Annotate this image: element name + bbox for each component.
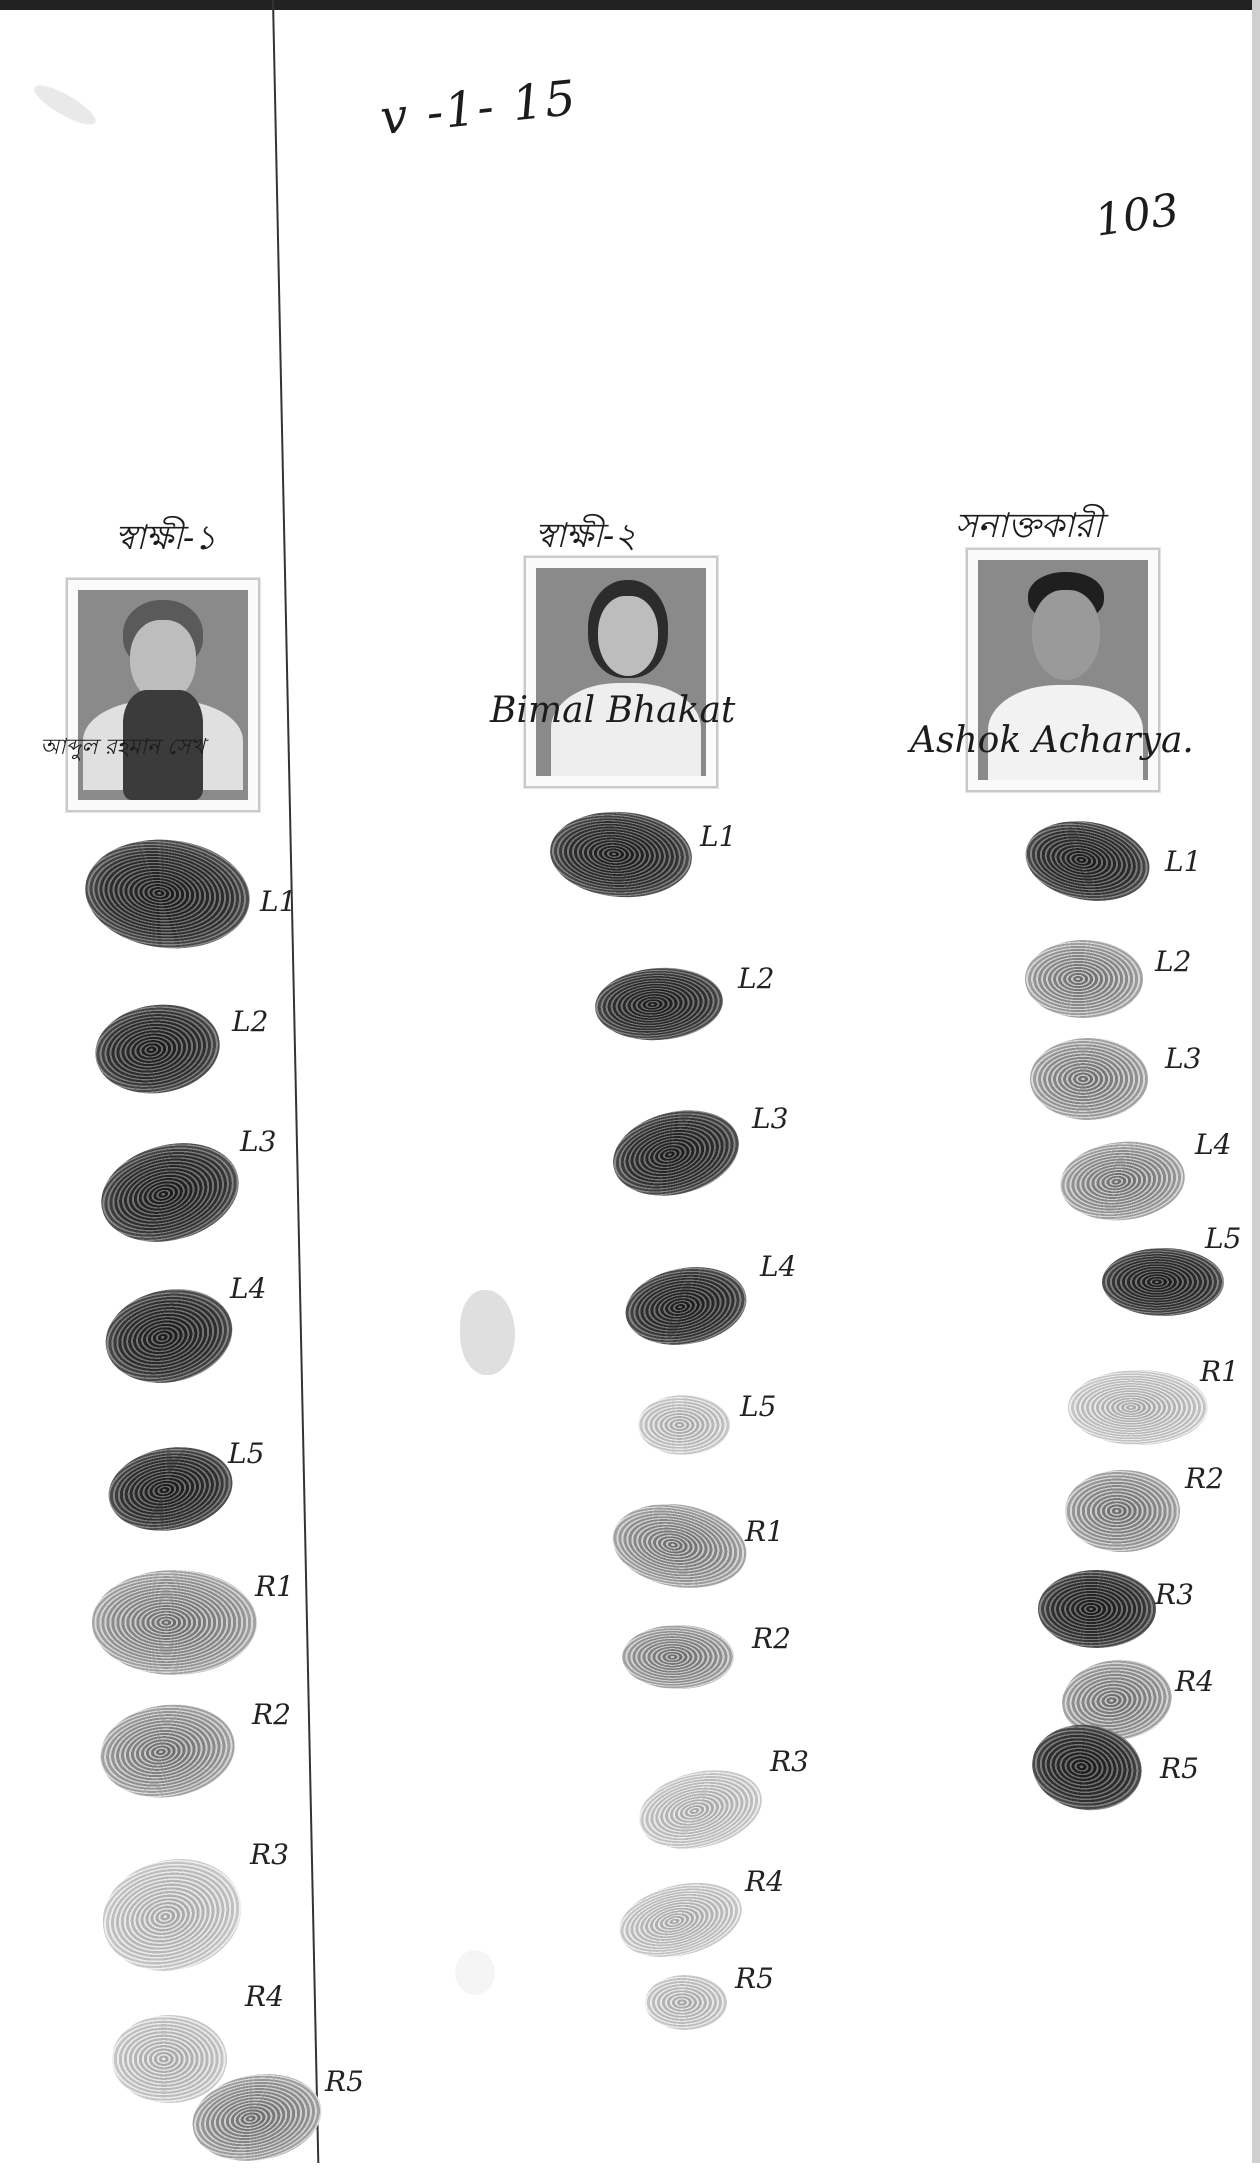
handwritten-date: v -1- 15 <box>377 69 581 147</box>
print-label-p3-L3: L3 <box>1165 1042 1202 1075</box>
fingerprint-p1-L1 <box>79 831 256 957</box>
print-label-p2-R2: R2 <box>752 1622 791 1655</box>
print-label-p2-L2: L2 <box>738 962 775 995</box>
fingerprint-p3-L4 <box>1056 1135 1189 1227</box>
fingerprint-p2-L4 <box>619 1257 753 1355</box>
print-label-p2-L5: L5 <box>740 1390 777 1423</box>
fingerprint-p3-R3 <box>1038 1570 1156 1648</box>
print-label-p1-R3: R3 <box>250 1838 289 1871</box>
print-label-p1-R1: R1 <box>255 1570 294 1603</box>
print-label-p1-R2: R2 <box>252 1698 291 1731</box>
fingerprint-p2-L5 <box>638 1395 730 1455</box>
print-label-p2-R3: R3 <box>770 1745 809 1778</box>
caption-witness-2: স্বাক্ষী-২ <box>535 516 637 556</box>
fingerprint-p3-L2 <box>1025 940 1143 1018</box>
fingerprint-p1-L3 <box>90 1128 250 1257</box>
caption-identifier: সনাক্তকারী <box>955 506 1103 546</box>
print-label-p2-R1: R1 <box>745 1515 784 1548</box>
ink-smudge <box>455 1950 495 1995</box>
caption-witness-1: স্বাক্ষী-১ <box>115 518 217 558</box>
fingerprint-p3-L5 <box>1102 1248 1224 1316</box>
fingerprint-p2-L2 <box>592 963 726 1045</box>
print-label-p1-R5: R5 <box>325 2065 364 2098</box>
print-label-p3-L2: L2 <box>1155 945 1192 978</box>
fingerprint-p1-L2 <box>89 996 226 1102</box>
print-label-p1-L4: L4 <box>230 1272 267 1305</box>
ink-smudge <box>460 1290 515 1375</box>
print-label-p2-R4: R4 <box>745 1865 784 1898</box>
signature-witness-1: আব্দুল রহমান সেখ <box>40 735 205 760</box>
signature-identifier: Ashok Acharya. <box>910 720 1194 761</box>
fingerprint-p2-L1 <box>547 807 695 902</box>
print-label-p3-R5: R5 <box>1160 1752 1199 1785</box>
fingerprint-p1-R4 <box>112 2015 227 2103</box>
fingerprint-p2-R5 <box>645 1975 727 2030</box>
photo-witness-1 <box>66 578 260 812</box>
signature-witness-2: Bimal Bhakat <box>490 690 736 731</box>
page-number: 103 <box>1091 184 1183 247</box>
scan-right-edge <box>1252 0 1260 2163</box>
fingerprint-p3-L3 <box>1030 1038 1148 1120</box>
fingerprint-p3-L1 <box>1019 811 1156 911</box>
print-label-p3-L1: L1 <box>1165 845 1202 878</box>
print-label-p3-L4: L4 <box>1195 1128 1232 1161</box>
fingerprint-p2-L3 <box>603 1097 749 1209</box>
print-label-p1-L3: L3 <box>240 1125 277 1158</box>
fingerprint-p2-R1 <box>605 1493 754 1599</box>
fingerprint-p2-R4 <box>611 1870 750 1970</box>
ink-smudge <box>29 78 101 132</box>
fingerprint-p2-R3 <box>630 1757 771 1862</box>
print-label-p2-R5: R5 <box>735 1962 774 1995</box>
print-label-p1-R4: R4 <box>245 1980 284 2013</box>
print-label-p1-L1: L1 <box>260 885 297 918</box>
print-label-p2-L3: L3 <box>752 1102 789 1135</box>
fingerprint-p1-R3 <box>90 1844 254 1986</box>
fingerprint-p1-L4 <box>96 1277 242 1395</box>
print-label-p2-L4: L4 <box>760 1250 797 1283</box>
print-label-p2-L1: L1 <box>700 820 737 853</box>
fingerprint-p1-L5 <box>101 1437 240 1541</box>
print-label-p3-R2: R2 <box>1185 1462 1224 1495</box>
print-label-p3-R4: R4 <box>1175 1665 1214 1698</box>
print-label-p3-L5: L5 <box>1205 1222 1242 1255</box>
fingerprint-p2-R2 <box>622 1625 734 1689</box>
photo-witness-2 <box>524 556 718 788</box>
photo-identifier <box>966 548 1160 792</box>
print-label-p3-R3: R3 <box>1155 1578 1194 1611</box>
scan-top-edge <box>0 0 1260 10</box>
print-label-p3-R1: R1 <box>1200 1355 1239 1388</box>
print-label-p1-L2: L2 <box>232 1005 269 1038</box>
fingerprint-p3-R2 <box>1065 1470 1180 1552</box>
fingerprint-p1-R2 <box>94 1696 241 1806</box>
print-label-p1-L5: L5 <box>228 1437 265 1470</box>
fingerprint-p3-R1 <box>1068 1370 1208 1445</box>
fingerprint-p1-R1 <box>92 1570 257 1675</box>
